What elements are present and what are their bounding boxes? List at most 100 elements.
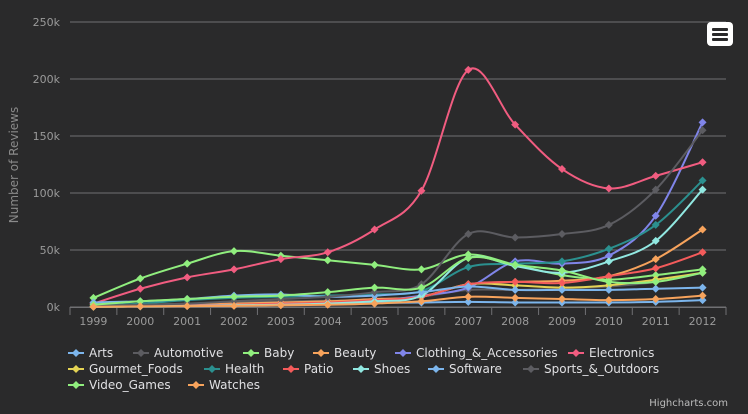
data-point[interactable]	[370, 283, 379, 292]
data-point[interactable]	[651, 171, 660, 180]
data-point[interactable]	[698, 176, 707, 185]
legend-item-shoes[interactable]: Shoes	[353, 362, 410, 376]
data-point[interactable]	[698, 268, 707, 277]
data-point[interactable]	[604, 296, 613, 305]
legend-label[interactable]: Automotive	[154, 346, 223, 360]
data-point[interactable]	[89, 293, 98, 302]
credits-link[interactable]: Highcharts.com	[649, 398, 728, 409]
legend-item-video-games[interactable]: Video_Games	[68, 378, 171, 392]
legend-item-watches[interactable]: Watches	[188, 378, 260, 392]
legend-label[interactable]: Health	[225, 362, 264, 376]
data-point[interactable]	[464, 253, 473, 262]
legend-label[interactable]: Beauty	[334, 346, 376, 360]
data-point[interactable]	[276, 255, 285, 264]
legend-label[interactable]: Sports_&_Outdoors	[544, 362, 659, 376]
data-point[interactable]	[370, 225, 379, 234]
data-point[interactable]	[89, 302, 98, 311]
data-point[interactable]	[558, 279, 566, 288]
data-point[interactable]	[417, 186, 426, 195]
data-point[interactable]	[370, 299, 379, 308]
data-point[interactable]	[698, 225, 707, 234]
data-point[interactable]	[511, 233, 520, 242]
series-line-video-games[interactable]	[93, 256, 703, 306]
data-point[interactable]	[323, 292, 332, 301]
data-point[interactable]	[698, 118, 707, 127]
data-point[interactable]	[558, 266, 566, 275]
data-point[interactable]	[464, 263, 473, 272]
data-point[interactable]	[230, 301, 238, 310]
legend-label[interactable]: Arts	[89, 346, 113, 360]
data-point[interactable]	[651, 264, 660, 273]
data-point[interactable]	[464, 230, 473, 239]
data-point[interactable]	[417, 288, 426, 297]
data-point[interactable]	[323, 300, 332, 309]
data-point[interactable]	[183, 273, 192, 282]
data-point[interactable]	[136, 284, 145, 293]
legend-label[interactable]: Patio	[304, 362, 333, 376]
legend-item-patio[interactable]: Patio	[283, 362, 333, 376]
data-point[interactable]	[511, 285, 520, 294]
data-point[interactable]	[323, 288, 332, 297]
data-point[interactable]	[651, 236, 660, 245]
data-point[interactable]	[511, 298, 520, 307]
data-point[interactable]	[698, 158, 707, 167]
data-point[interactable]	[136, 274, 145, 283]
data-point[interactable]	[136, 297, 145, 306]
data-point[interactable]	[698, 283, 707, 292]
legend-item-software[interactable]: Software	[428, 362, 502, 376]
data-point[interactable]	[651, 255, 660, 264]
data-point[interactable]	[604, 277, 613, 286]
data-point[interactable]	[698, 126, 707, 135]
data-point[interactable]	[230, 297, 238, 306]
data-point[interactable]	[323, 248, 332, 257]
legend-label[interactable]: Video_Games	[89, 378, 171, 392]
legend-item-gourmet-foods[interactable]: Gourmet_Foods	[68, 362, 183, 376]
data-point[interactable]	[464, 65, 473, 74]
data-point[interactable]	[698, 296, 707, 305]
legend-label[interactable]: Clothing_&_Accessories	[416, 346, 558, 360]
data-point[interactable]	[604, 251, 613, 260]
data-point[interactable]	[651, 220, 660, 229]
data-point[interactable]	[370, 260, 379, 269]
legend-item-sports-outdoors[interactable]: Sports_&_Outdoors	[523, 362, 659, 376]
data-point[interactable]	[136, 302, 145, 311]
data-point[interactable]	[651, 211, 660, 220]
data-point[interactable]	[558, 165, 566, 174]
data-point[interactable]	[417, 265, 426, 274]
legend-label[interactable]: Electronics	[589, 346, 654, 360]
legend-label[interactable]: Software	[449, 362, 502, 376]
data-point[interactable]	[651, 185, 660, 194]
data-point[interactable]	[511, 277, 520, 286]
series-line-electronics[interactable]	[93, 67, 703, 305]
data-point[interactable]	[651, 277, 660, 286]
legend-label[interactable]: Shoes	[374, 362, 410, 376]
data-point[interactable]	[604, 220, 613, 229]
data-point[interactable]	[511, 120, 520, 129]
data-point[interactable]	[183, 302, 192, 311]
legend-item-automotive[interactable]: Automotive	[133, 346, 223, 360]
data-point[interactable]	[276, 291, 285, 300]
data-point[interactable]	[370, 288, 379, 297]
series-watches[interactable]	[89, 291, 707, 311]
data-point[interactable]	[604, 244, 613, 253]
series-electronics[interactable]	[89, 65, 707, 308]
data-point[interactable]	[698, 291, 707, 300]
data-point[interactable]	[604, 184, 613, 193]
data-point[interactable]	[558, 295, 566, 304]
data-point[interactable]	[698, 248, 707, 257]
data-point[interactable]	[464, 297, 473, 306]
data-point[interactable]	[604, 285, 613, 294]
legend-label[interactable]: Baby	[264, 346, 294, 360]
data-point[interactable]	[323, 256, 332, 265]
data-point[interactable]	[651, 284, 660, 293]
legend-item-beauty[interactable]: Beauty	[313, 346, 376, 360]
data-point[interactable]	[511, 260, 520, 269]
data-point[interactable]	[604, 272, 613, 281]
menu-icon[interactable]	[707, 22, 733, 46]
data-point[interactable]	[276, 301, 285, 310]
data-point[interactable]	[558, 257, 566, 266]
legend-item-arts[interactable]: Arts	[68, 346, 113, 360]
legend-label[interactable]: Watches	[209, 378, 260, 392]
legend-item-health[interactable]: Health	[204, 362, 264, 376]
data-point[interactable]	[464, 282, 473, 291]
